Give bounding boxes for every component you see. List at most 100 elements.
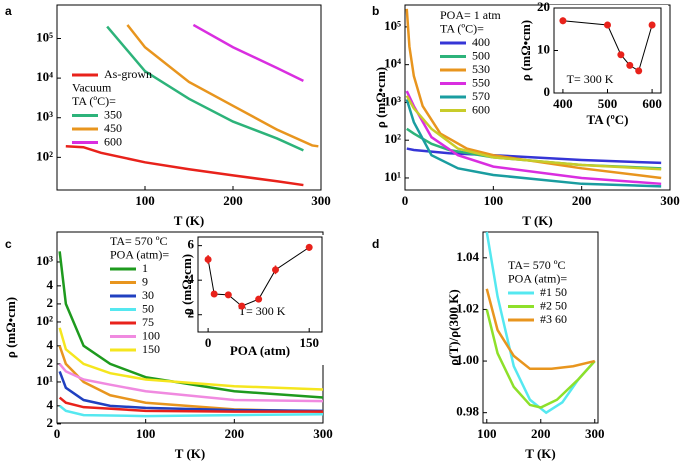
annotation: T= 300 K — [567, 72, 614, 86]
x-tick-label: 400 — [553, 96, 573, 111]
legend-title: TA (ºC)= — [72, 94, 116, 108]
data-point — [305, 243, 313, 251]
connecting-line — [562, 20, 653, 72]
y-tick-label: 10³ — [384, 93, 401, 108]
x-tick-label: 0 — [402, 193, 409, 208]
data-line — [405, 95, 662, 171]
x-tick-label: 100 — [484, 193, 504, 208]
y-tick-label: 10⁴ — [384, 56, 401, 71]
plot-frame — [197, 236, 323, 333]
x-tick-label: 100 — [135, 193, 155, 208]
y-tick-label: 10² — [36, 148, 53, 163]
x-tick-label: 300 — [311, 193, 331, 208]
y-tick-label: 20 — [537, 0, 550, 14]
annotation: T= 300 K — [239, 304, 286, 318]
data-line — [58, 363, 324, 403]
data-point — [604, 21, 611, 29]
x-tick-label: 0 — [54, 426, 61, 441]
y-tick-label: 6 — [188, 237, 195, 252]
data-point — [559, 17, 567, 25]
data-point — [626, 61, 634, 69]
legend-label: 570 — [472, 89, 490, 103]
legend-label: As-grown — [104, 67, 152, 81]
data-point — [617, 51, 625, 59]
panel-label: d — [372, 237, 379, 251]
data-line — [65, 145, 304, 187]
x-tick-label: 200 — [223, 193, 243, 208]
data-point — [635, 67, 643, 75]
legend-label: #1 50 — [540, 285, 567, 299]
y-tick-label: 10² — [384, 131, 401, 146]
y-axis-label: ρ (mΩ•cm) — [373, 67, 388, 128]
x-axis-label: T (K) — [174, 213, 204, 228]
y-tick-label: 2 — [47, 295, 54, 310]
y-tick-label: 2 — [188, 306, 195, 321]
data-line — [58, 396, 323, 413]
plot-frame — [56, 4, 322, 191]
data-point — [272, 266, 279, 274]
y-axis-label: ρ(T)/ρ(300 K) — [446, 289, 461, 365]
legend-label: 75 — [142, 315, 154, 329]
data-line — [405, 8, 662, 180]
legend-label: 400 — [472, 35, 490, 49]
legend-label: 100 — [142, 328, 160, 342]
x-tick-label: 300 — [313, 426, 333, 441]
y-tick-label: 10¹ — [384, 169, 401, 184]
x-axis-label: TA (ºC) — [587, 112, 629, 127]
legend-title: TA (ºC)= — [440, 21, 484, 35]
x-axis-label: T (K) — [175, 446, 205, 461]
legend-label: 1 — [142, 261, 148, 275]
y-tick-label: 1.00 — [456, 352, 479, 367]
data-point — [224, 291, 232, 299]
legend-label: #3 60 — [540, 312, 567, 326]
data-point — [648, 21, 656, 29]
panel-label: b — [372, 4, 379, 18]
data-line — [58, 370, 324, 413]
legend-label: #2 50 — [540, 298, 567, 312]
y-tick-label: 1.02 — [456, 300, 479, 315]
data-line — [485, 309, 596, 409]
x-tick-label: 150 — [299, 335, 319, 350]
data-line — [58, 404, 324, 418]
y-tick-label: 4 — [47, 337, 54, 352]
x-tick-label: 100 — [136, 426, 156, 441]
x-axis-label: POA (atm) — [230, 343, 290, 358]
y-tick-label: 10³ — [36, 109, 53, 124]
y-axis-label: ρ (mΩ•cm) — [179, 254, 194, 315]
y-tick-label: 2 — [47, 355, 54, 370]
data-line — [192, 23, 304, 83]
legend-title: TA= 570 ºC — [110, 234, 168, 248]
legend-title: POA (atm)= — [508, 271, 567, 285]
legend-label: 50 — [142, 301, 154, 315]
panel-label: c — [5, 237, 12, 251]
x-tick-label: 0 — [205, 335, 212, 350]
data-line — [485, 288, 596, 371]
legend-title: POA= 1 atm — [440, 8, 501, 22]
legend-label: 350 — [104, 107, 122, 121]
legend-label: 600 — [472, 102, 490, 116]
y-tick-label: 10³ — [36, 253, 53, 268]
y-axis-label: ρ (mΩ•cm) — [3, 297, 18, 358]
data-point — [238, 302, 246, 310]
legend-label: 530 — [472, 62, 490, 76]
legend-label: 600 — [104, 134, 122, 148]
y-tick-label: 1.04 — [456, 249, 479, 264]
legend-title: POA (atm)= — [110, 247, 169, 261]
x-tick-label: 100 — [477, 426, 497, 441]
x-tick-label: 300 — [585, 426, 605, 441]
x-tick-label: 200 — [572, 193, 592, 208]
legend-label: 500 — [472, 48, 490, 62]
x-axis-label: T (K) — [522, 213, 552, 228]
y-tick-label: 10¹ — [36, 373, 53, 388]
data-line — [58, 251, 324, 399]
panel-label: a — [5, 4, 12, 18]
legend-title: Vacuum — [72, 80, 112, 94]
y-tick-label: 4 — [47, 397, 54, 412]
data-point — [255, 295, 263, 303]
x-tick-label: 500 — [598, 96, 618, 111]
y-tick-label: 0.98 — [456, 404, 479, 419]
data-line — [126, 24, 319, 148]
y-tick-label: 10⁴ — [36, 69, 53, 84]
x-tick-label: 600 — [642, 96, 662, 111]
